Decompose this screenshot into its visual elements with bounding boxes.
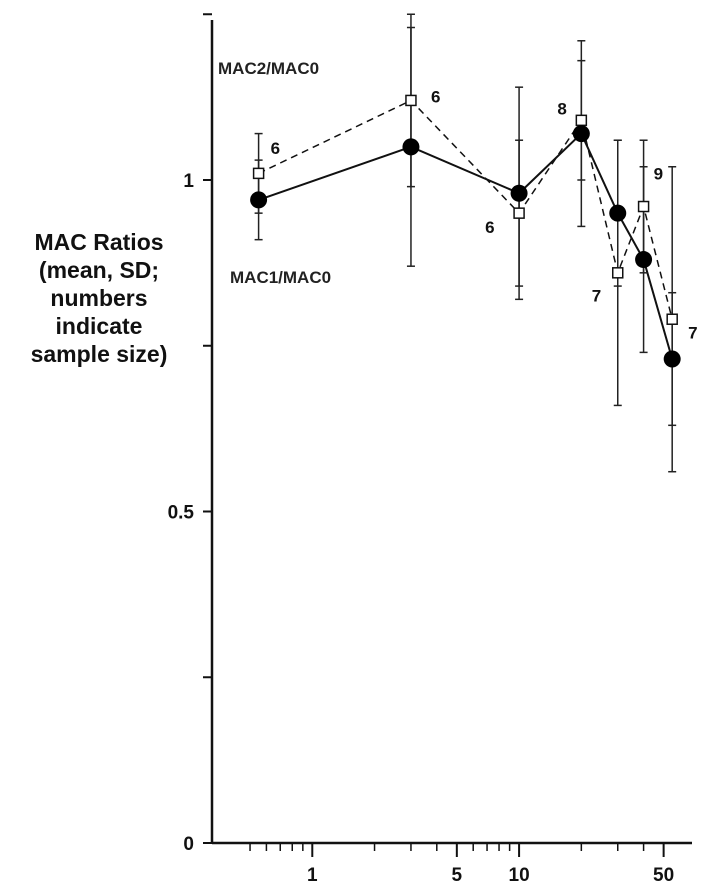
data-point-circle: [663, 350, 681, 368]
series-label: MAC1/MAC0: [230, 268, 331, 287]
data-point-circle: [510, 184, 528, 202]
sample-size-label: 7: [688, 323, 697, 342]
sample-size-label: 6: [271, 139, 280, 158]
y-axis-label: MAC Ratios (mean, SD; numbers indicate s…: [0, 228, 198, 368]
data-point-square: [513, 207, 525, 219]
y-axis-label-line: (mean, SD;: [38, 257, 160, 283]
data-point-circle: [572, 125, 590, 143]
y-tick-label: 0: [183, 834, 194, 855]
axes: 0 1 0.5 1 5 10 50: [168, 13, 692, 886]
data-markers: [250, 94, 681, 368]
y-tick-label: 0.5: [168, 503, 195, 524]
data-point-square: [666, 313, 678, 325]
error-bars: [254, 13, 677, 473]
y-axis-label-line: indicate: [55, 313, 143, 339]
data-point-circle: [609, 204, 627, 222]
sample-size-label: 6: [431, 87, 440, 106]
data-point-circle: [250, 191, 268, 209]
y-tick-label: 1: [183, 171, 194, 192]
sample-size-label: 9: [654, 164, 663, 183]
x-tick-label: 50: [653, 865, 674, 886]
y-axis-label-line: numbers: [50, 285, 148, 311]
y-axis-label-line: sample size): [30, 341, 168, 367]
sample-size-label: 6: [485, 218, 494, 237]
y-axis-label-line: MAC Ratios: [34, 229, 164, 255]
data-point-circle: [402, 138, 420, 156]
series-label: MAC2/MAC0: [218, 59, 319, 78]
x-tick-label: 1: [307, 865, 318, 886]
data-point-square: [575, 114, 588, 127]
sample-size-label: 8: [557, 99, 566, 118]
series-lines: [258, 99, 674, 360]
data-point-square: [637, 200, 650, 213]
x-tick-label: 5: [452, 865, 463, 886]
annotations: 6 6 6 7 9 8 7 MAC2/MAC0 MAC1/MAC0: [218, 59, 698, 342]
data-point-circle: [635, 251, 653, 269]
sample-size-label: 7: [592, 286, 601, 305]
data-point-square: [611, 267, 624, 279]
data-point-square: [252, 167, 265, 180]
series-line-mac1-mac0: [258, 131, 674, 360]
x-tick-label: 10: [509, 865, 530, 886]
data-point-square: [405, 94, 417, 107]
